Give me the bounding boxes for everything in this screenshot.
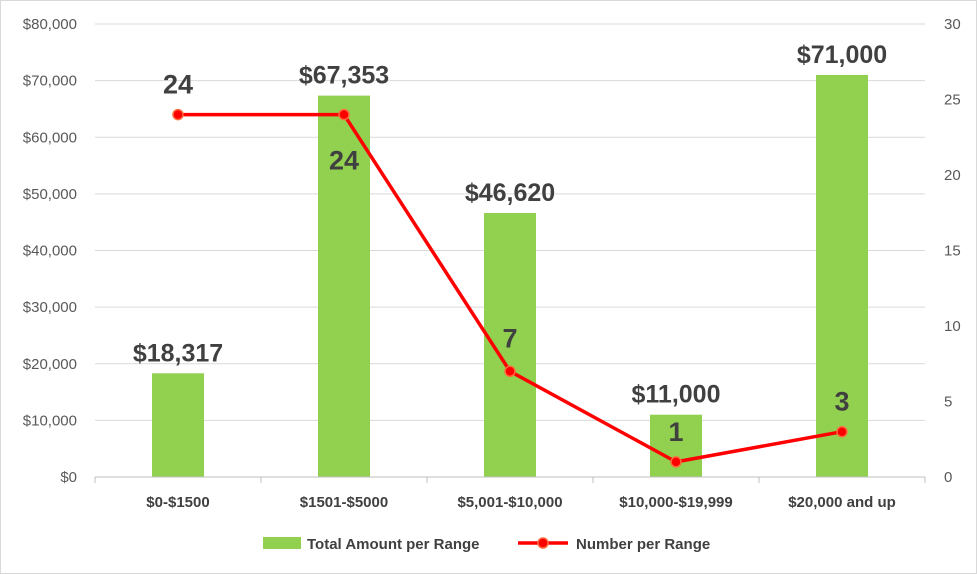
y-left-tick-label: $70,000 bbox=[23, 73, 77, 90]
y-left-tick-label: $30,000 bbox=[23, 299, 77, 316]
x-tick-label: $0-$1500 bbox=[146, 494, 209, 511]
legend-label: Number per Range bbox=[576, 536, 710, 553]
line-point bbox=[338, 108, 350, 121]
y-right-tick-label: 20 bbox=[944, 167, 961, 184]
bar bbox=[816, 74, 868, 478]
x-tick-label: $5,001-$10,000 bbox=[457, 494, 562, 511]
bar-value-label: $18,317 bbox=[133, 339, 223, 367]
bar-value-label: $46,620 bbox=[465, 179, 555, 207]
y-left-tick-label: $60,000 bbox=[23, 129, 77, 146]
line-point bbox=[836, 425, 848, 438]
y-left-tick-label: $40,000 bbox=[23, 243, 77, 260]
data-labels: $18,317 $67,353 $46,620 $11,000 $71,000 24 24 7… bbox=[133, 41, 887, 447]
y-right-tick-label: 25 bbox=[944, 92, 961, 109]
y-left-tick-label: $0 bbox=[60, 469, 77, 486]
y-left-tick-label: $50,000 bbox=[23, 186, 77, 203]
axes: $0 $10,000 $20,000 $30,000 $40,000 $50,000 $60… bbox=[23, 16, 961, 511]
y-right-tick-label: 10 bbox=[944, 318, 961, 335]
bar-value-label: $11,000 bbox=[632, 381, 721, 409]
y-left-tick-label: $10,000 bbox=[23, 412, 77, 429]
legend-marker bbox=[537, 537, 549, 549]
bar-value-label: $71,000 bbox=[797, 41, 887, 69]
y-right-tick-label: 15 bbox=[944, 243, 961, 260]
line-point bbox=[172, 108, 184, 121]
y-left-tick-label: $20,000 bbox=[23, 356, 77, 373]
legend: Total Amount per Range Number per Range bbox=[263, 536, 710, 553]
bar-value-label: $67,353 bbox=[299, 62, 389, 90]
bar bbox=[152, 373, 204, 477]
line-value-label: 1 bbox=[668, 417, 683, 447]
line-value-label: 3 bbox=[834, 387, 849, 417]
x-tick-label: $20,000 and up bbox=[788, 494, 896, 511]
y-left-tick-label: $80,000 bbox=[23, 16, 77, 33]
y-right-tick-label: 5 bbox=[944, 394, 952, 411]
line-point bbox=[670, 456, 682, 468]
y-right-tick-label: 30 bbox=[944, 16, 961, 33]
y-right-tick-label: 0 bbox=[944, 469, 952, 486]
legend-swatch-bar bbox=[263, 537, 301, 549]
x-tick-label: $10,000-$19,999 bbox=[619, 494, 732, 511]
line-value-label: 24 bbox=[163, 70, 193, 100]
line-value-label: 7 bbox=[502, 323, 517, 353]
line-value-label: 24 bbox=[329, 146, 359, 176]
line-point bbox=[504, 365, 516, 378]
line-series bbox=[172, 108, 848, 468]
x-tick-label: $1501-$5000 bbox=[300, 494, 388, 511]
bar-series bbox=[152, 74, 868, 478]
bar bbox=[318, 95, 370, 477]
legend-label: Total Amount per Range bbox=[307, 536, 480, 553]
